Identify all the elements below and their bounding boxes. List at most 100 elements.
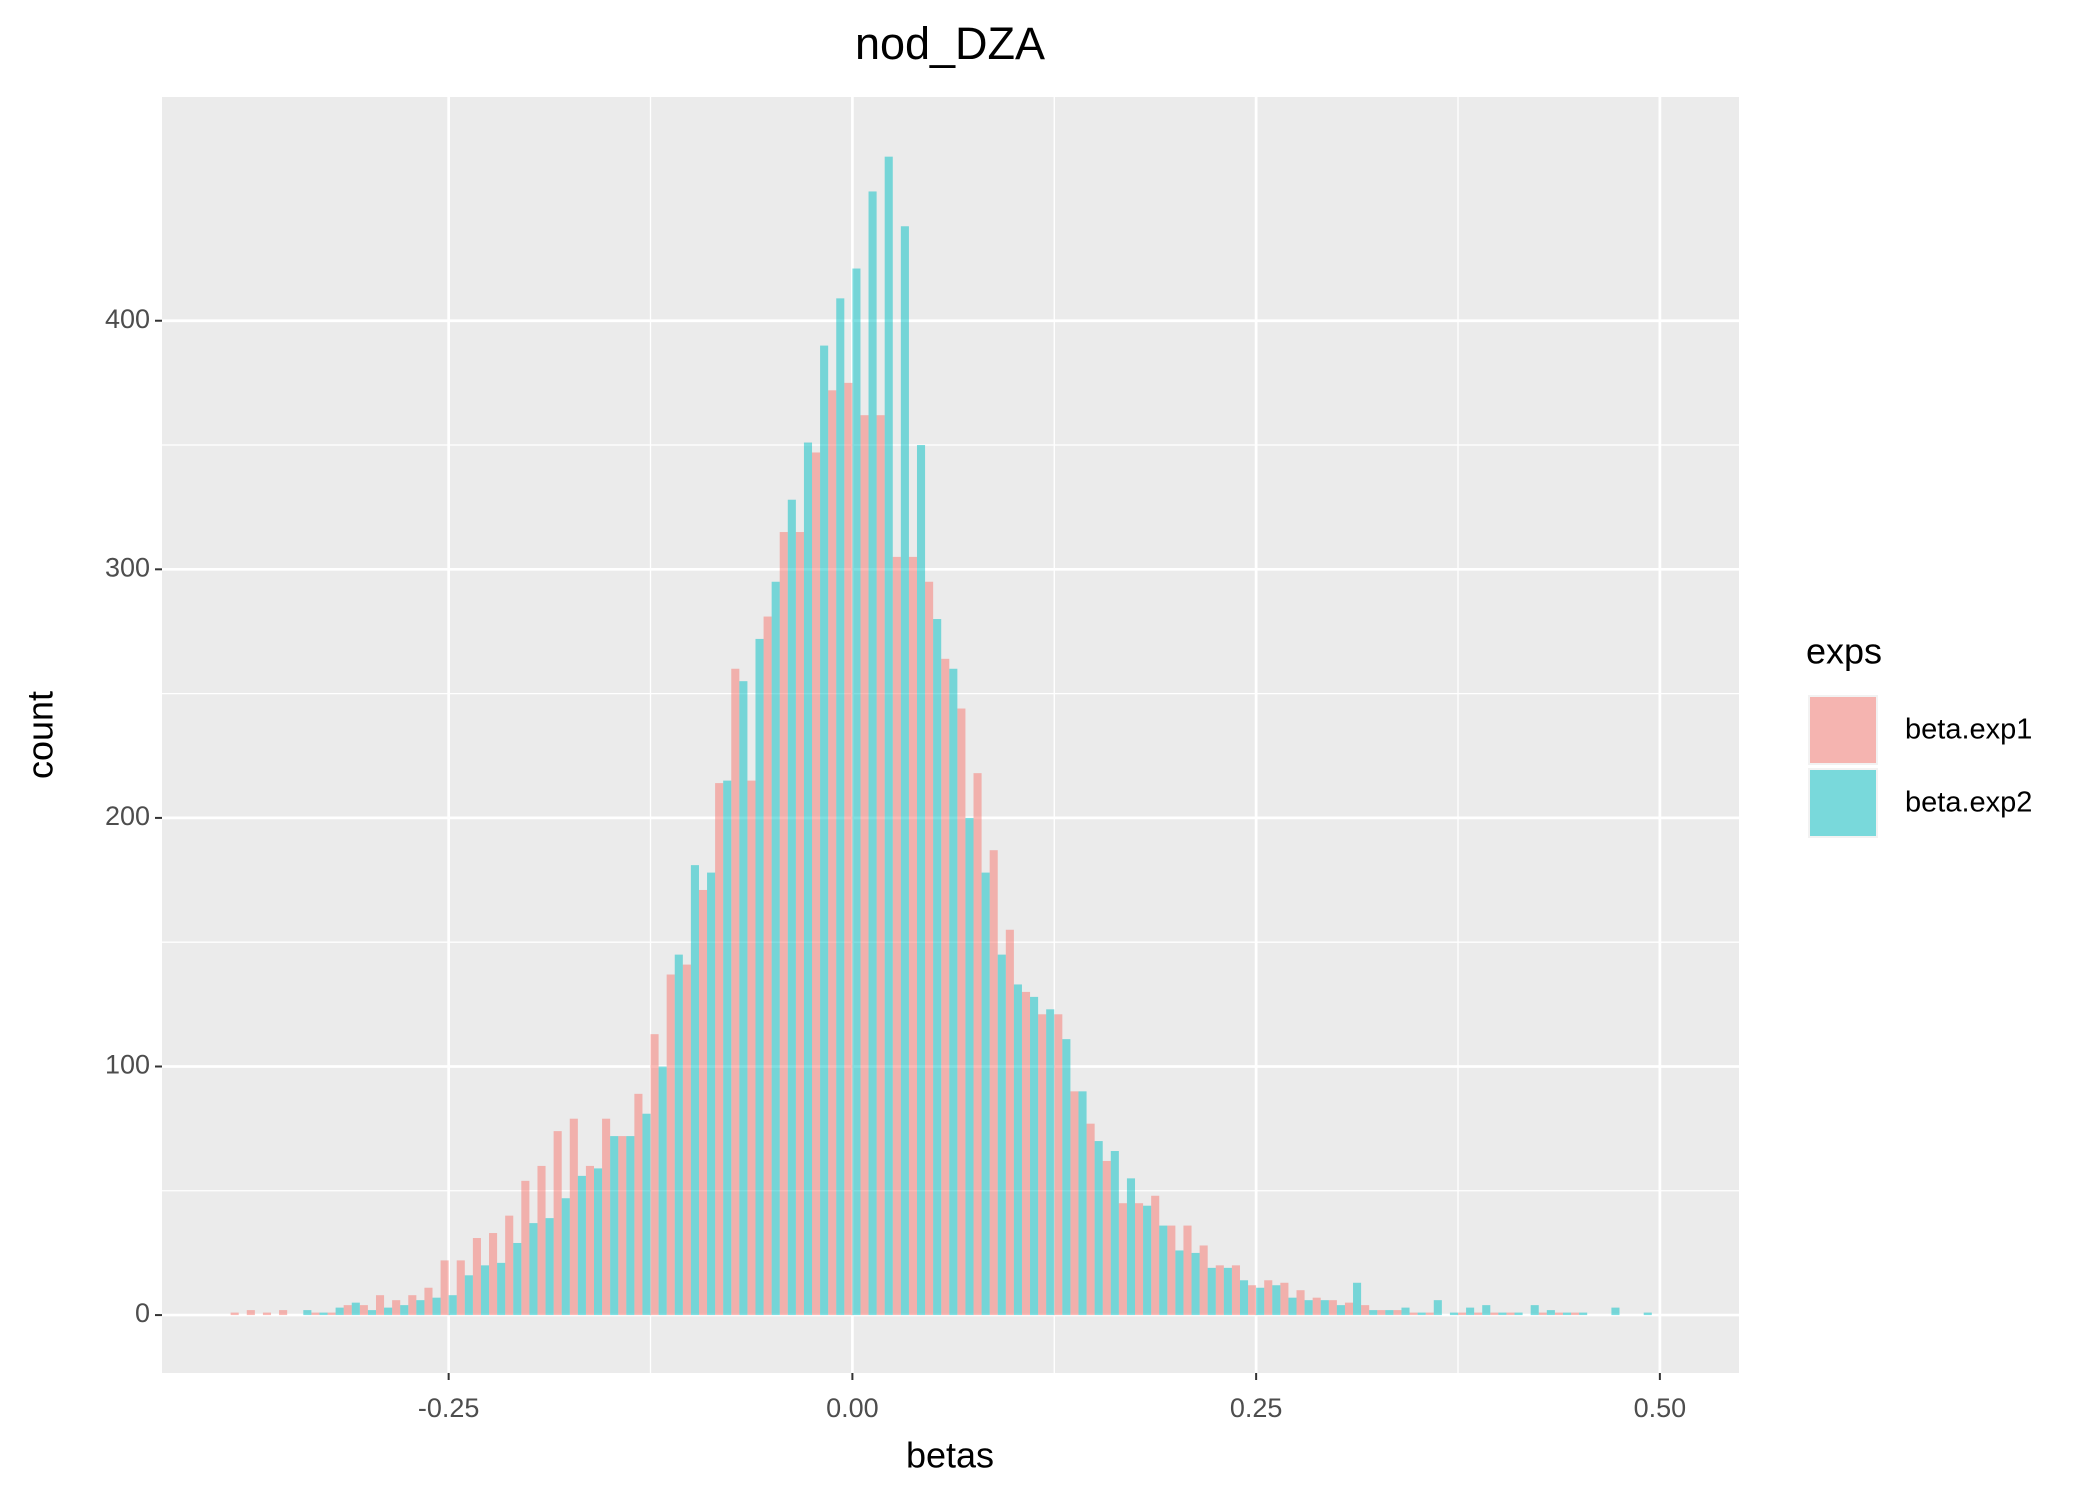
bar xyxy=(1239,1280,1249,1316)
bar xyxy=(1054,1014,1063,1316)
bar xyxy=(1336,1305,1345,1316)
bar xyxy=(1474,1312,1483,1316)
bar xyxy=(1013,984,1022,1316)
bar xyxy=(787,499,796,1316)
bar xyxy=(844,382,853,1316)
bar xyxy=(440,1260,449,1316)
bar xyxy=(513,1242,522,1316)
bar xyxy=(739,681,748,1316)
bar xyxy=(230,1312,239,1316)
bar xyxy=(553,1131,562,1316)
bar xyxy=(1433,1300,1442,1316)
bar xyxy=(933,619,942,1316)
bar xyxy=(303,1310,312,1316)
bar xyxy=(747,780,756,1316)
bar xyxy=(448,1295,457,1316)
bar xyxy=(1030,996,1039,1316)
bar xyxy=(311,1312,320,1316)
bar xyxy=(779,532,788,1316)
bar xyxy=(876,415,885,1316)
bar xyxy=(723,780,732,1316)
bar xyxy=(1361,1305,1370,1316)
bar xyxy=(763,616,772,1316)
bar xyxy=(400,1305,409,1316)
bar xyxy=(771,581,780,1316)
bar xyxy=(1377,1310,1386,1316)
bar xyxy=(1086,1123,1095,1316)
bar xyxy=(246,1310,255,1316)
bar xyxy=(682,964,691,1316)
bar xyxy=(1409,1312,1418,1316)
bar xyxy=(1126,1178,1136,1316)
bar xyxy=(1498,1312,1507,1316)
bar xyxy=(666,974,675,1316)
bar xyxy=(1102,1160,1111,1316)
bar xyxy=(335,1307,344,1316)
bar xyxy=(424,1287,433,1316)
bar xyxy=(1272,1285,1281,1316)
bar xyxy=(1393,1310,1402,1316)
bar xyxy=(868,191,877,1316)
bar xyxy=(384,1307,393,1316)
chart-title: nod_DZA xyxy=(855,18,1045,69)
bar xyxy=(949,668,958,1316)
bar xyxy=(561,1198,570,1316)
bar xyxy=(892,556,901,1316)
bar xyxy=(472,1238,481,1316)
bar xyxy=(408,1295,417,1316)
bar xyxy=(1256,1287,1265,1316)
bar xyxy=(1143,1205,1152,1316)
bar xyxy=(1417,1312,1426,1316)
bar xyxy=(1070,1091,1079,1316)
bar xyxy=(1530,1305,1539,1316)
bar xyxy=(1038,1014,1047,1316)
bar xyxy=(795,532,804,1316)
legend-title: exps xyxy=(1806,631,1882,672)
bar xyxy=(1264,1280,1273,1316)
bar xyxy=(343,1305,352,1316)
legend-key xyxy=(1810,770,1876,836)
bar xyxy=(650,1034,659,1316)
legend-label: beta.exp2 xyxy=(1905,787,2032,819)
bar xyxy=(521,1180,530,1316)
bar xyxy=(497,1262,506,1316)
bar xyxy=(1159,1225,1168,1316)
bar xyxy=(981,872,990,1316)
bar xyxy=(585,1165,594,1316)
bar xyxy=(852,268,861,1316)
bar xyxy=(908,556,917,1316)
bar xyxy=(803,442,813,1316)
bar xyxy=(957,708,966,1316)
bar xyxy=(642,1113,651,1316)
bar xyxy=(1579,1312,1588,1316)
bar xyxy=(836,298,845,1316)
bar xyxy=(367,1310,376,1316)
bar xyxy=(1175,1250,1184,1316)
x-tick-label: 0.50 xyxy=(1634,1393,1687,1423)
bar xyxy=(1248,1285,1257,1316)
bar xyxy=(1320,1300,1329,1316)
bar xyxy=(690,865,699,1316)
bar xyxy=(1094,1141,1103,1316)
bar xyxy=(375,1295,385,1316)
bar xyxy=(1328,1300,1337,1316)
bar xyxy=(1344,1302,1354,1316)
bar xyxy=(731,668,740,1316)
bar xyxy=(1231,1265,1240,1316)
bar xyxy=(359,1305,368,1316)
bar xyxy=(593,1168,603,1316)
bar xyxy=(634,1093,643,1316)
bar xyxy=(1296,1290,1305,1316)
bar xyxy=(820,345,829,1316)
bar xyxy=(392,1300,401,1316)
bar xyxy=(505,1215,514,1316)
bar xyxy=(1183,1225,1192,1316)
bar xyxy=(755,638,764,1316)
bar xyxy=(1223,1267,1232,1316)
bar xyxy=(1062,1039,1071,1316)
bar xyxy=(989,850,998,1316)
bar xyxy=(327,1312,336,1316)
bar xyxy=(1611,1307,1620,1316)
bar xyxy=(577,1175,586,1316)
